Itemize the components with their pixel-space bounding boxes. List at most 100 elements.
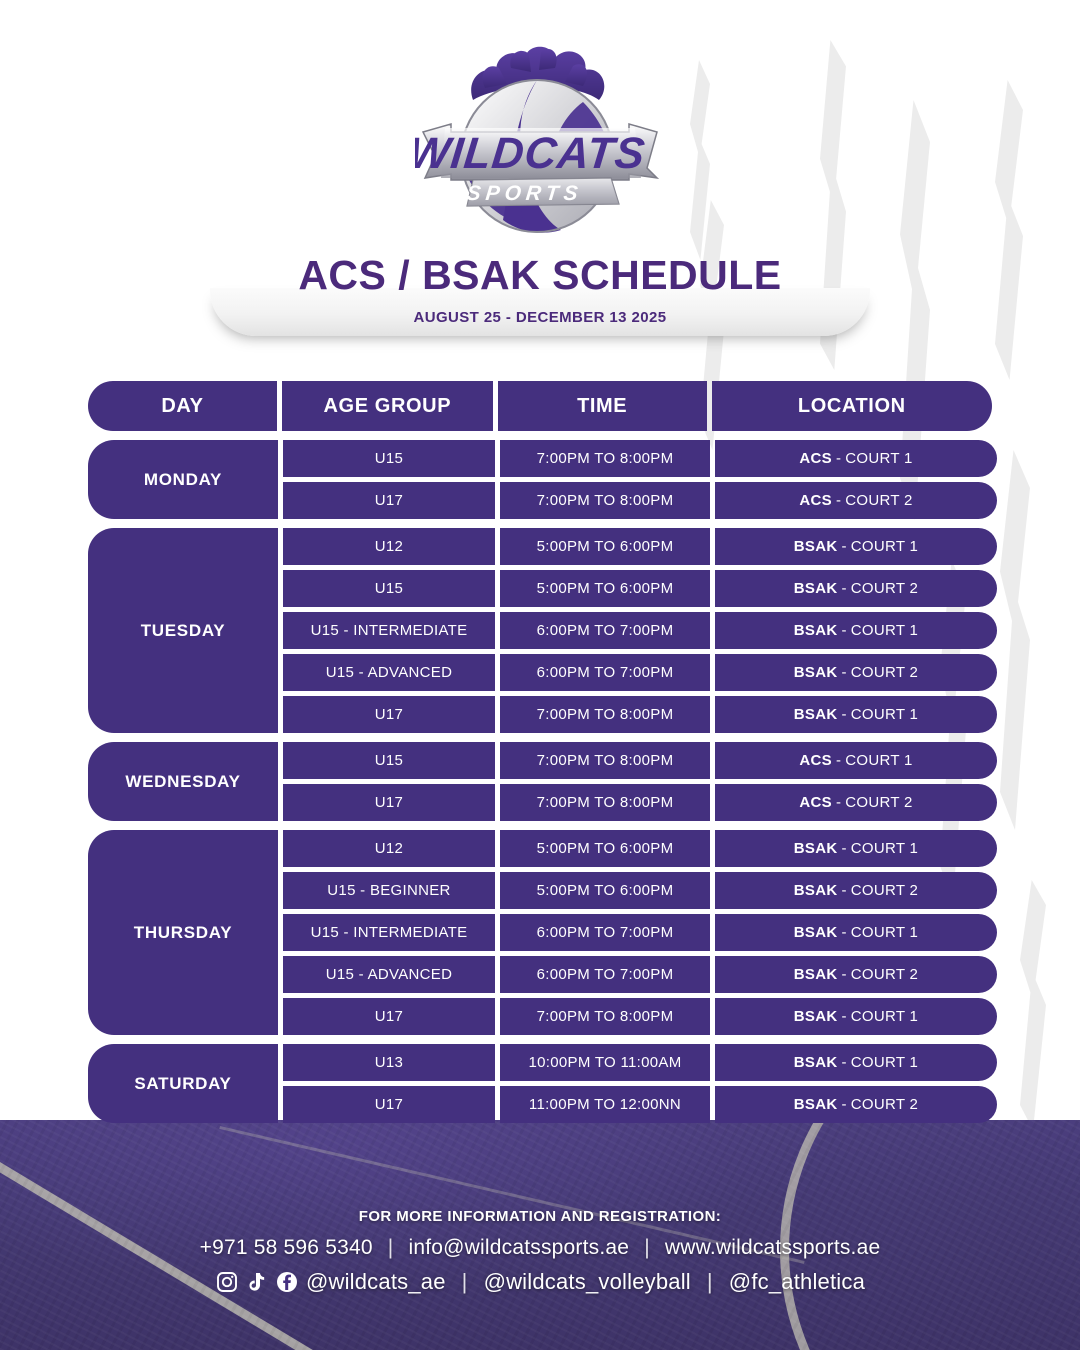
age-group-cell: U17 [283,482,495,519]
location-separator: - [841,1054,847,1071]
table-row: U15 - BEGINNER 5:00PM TO 6:00PM BSAK - COURT… [283,872,997,909]
day-group: MONDAY U15 7:00PM TO 8:00PM ACS - COURT 1 U17 7… [88,440,997,519]
time-cell: 7:00PM TO 8:00PM [500,742,710,779]
age-group-cell: U15 - BEGINNER [283,872,495,909]
venue-name: BSAK [793,1008,838,1025]
phone-number[interactable]: +971 58 596 5340 [199,1236,373,1259]
court-name: COURT 1 [850,706,919,723]
age-group-cell: U13 [283,1044,495,1081]
footer-contact-line: +971 58 596 5340 | info@wildcatssports.a… [0,1236,1080,1260]
footer: FOR MORE INFORMATION AND REGISTRATION: +… [0,1208,1080,1295]
table-row: U15 7:00PM TO 8:00PM ACS - COURT 1 [283,440,997,477]
court-name: COURT 1 [850,538,919,555]
time-cell: 6:00PM TO 7:00PM [500,612,710,649]
venue-name: BSAK [793,882,838,899]
location-separator: - [841,882,847,899]
handle-wildcats-ae[interactable]: @wildcats_ae [305,1269,446,1294]
location-cell: BSAK - COURT 2 [715,872,997,909]
footer-social-line: @wildcats_ae | @wildcats_volleyball | @f… [0,1269,1080,1295]
table-row: U17 7:00PM TO 8:00PM BSAK - COURT 1 [283,696,997,733]
age-group-cell: U15 - INTERMEDIATE [283,914,495,951]
column-header-day: DAY [88,381,277,431]
court-name: COURT 2 [850,966,919,983]
time-cell: 7:00PM TO 8:00PM [500,696,710,733]
table-row: U15 - INTERMEDIATE 6:00PM TO 7:00PM BSAK - C… [283,612,997,649]
court-name: COURT 2 [850,1096,919,1113]
separator: | [706,1269,713,1294]
location-cell: ACS - COURT 1 [715,440,997,477]
age-group-cell: U17 [283,998,495,1035]
table-row: U15 - ADVANCED 6:00PM TO 7:00PM BSAK - COURT… [283,654,997,691]
day-label: THURSDAY [88,830,278,1035]
location-separator: - [835,752,842,769]
table-row: U12 5:00PM TO 6:00PM BSAK - COURT 1 [283,528,997,565]
handle-fc-athletica[interactable]: @fc_athletica [728,1269,866,1294]
venue-name: BSAK [793,664,838,681]
table-header-row: DAY AGE GROUP TIME LOCATION [88,381,992,431]
location-cell: BSAK - COURT 2 [715,654,997,691]
age-group-cell: U15 - INTERMEDIATE [283,612,495,649]
wildcats-sports-logo: WILDCATS SPORTS [406,28,665,248]
court-name: COURT 1 [850,840,919,857]
location-cell: BSAK - COURT 1 [715,830,997,867]
venue-name: BSAK [793,924,838,941]
website-url[interactable]: www.wildcatssports.ae [664,1236,881,1259]
column-header-time: TIME [497,381,707,431]
location-cell: BSAK - COURT 1 [715,696,997,733]
handle-wildcats-volleyball[interactable]: @wildcats_volleyball [483,1269,691,1294]
venue-name: ACS [799,450,832,467]
table-row: U15 5:00PM TO 6:00PM BSAK - COURT 2 [283,570,997,607]
court-name: COURT 1 [845,752,913,769]
schedule-groups: MONDAY U15 7:00PM TO 8:00PM ACS - COURT 1 U17 7… [88,440,997,1123]
location-cell: ACS - COURT 2 [715,482,997,519]
time-cell: 10:00PM TO 11:00AM [500,1044,710,1081]
location-cell: BSAK - COURT 1 [715,998,997,1035]
age-group-cell: U15 [283,742,495,779]
age-group-cell: U15 [283,570,495,607]
court-name: COURT 1 [850,1054,919,1071]
email-address[interactable]: info@wildcatssports.ae [408,1236,630,1259]
venue-name: ACS [799,752,832,769]
venue-name: BSAK [793,538,838,555]
day-rows: U13 10:00PM TO 11:00AM BSAK - COURT 1 U17 11:0… [283,1044,997,1123]
table-row: U17 7:00PM TO 8:00PM ACS - COURT 2 [283,482,997,519]
age-group-cell: U17 [283,784,495,821]
location-separator: - [841,1008,847,1025]
time-cell: 6:00PM TO 7:00PM [500,956,710,993]
facebook-icon[interactable] [275,1270,299,1294]
day-group: TUESDAY U12 5:00PM TO 6:00PM BSAK - COURT 1 U1… [88,528,997,733]
time-cell: 5:00PM TO 6:00PM [500,830,710,867]
location-separator: - [841,840,847,857]
column-header-location: LOCATION [711,381,992,431]
age-group-cell: U17 [283,1086,495,1123]
location-separator: - [841,622,847,639]
time-cell: 5:00PM TO 6:00PM [500,570,710,607]
day-label: WEDNESDAY [88,742,278,821]
court-name: COURT 2 [850,664,919,681]
svg-text:SPORTS: SPORTS [465,182,583,205]
location-cell: BSAK - COURT 1 [715,1044,997,1081]
age-group-cell: U17 [283,696,495,733]
tiktok-icon[interactable] [246,1270,268,1294]
separator: | [387,1236,394,1259]
time-cell: 5:00PM TO 6:00PM [500,872,710,909]
location-cell: BSAK - COURT 2 [715,570,997,607]
location-cell: BSAK - COURT 1 [715,914,997,951]
venue-name: BSAK [793,840,838,857]
day-rows: U15 7:00PM TO 8:00PM ACS - COURT 1 U17 7:00PM … [283,742,997,821]
instagram-icon[interactable] [215,1270,239,1294]
table-row: U15 - INTERMEDIATE 6:00PM TO 7:00PM BSAK - C… [283,914,997,951]
court-name: COURT 1 [850,622,919,639]
location-separator: - [835,450,842,467]
column-header-age-group: AGE GROUP [281,381,493,431]
title-block: ACS / BSAK SCHEDULE AUGUST 25 - DECEMBER… [0,252,1080,326]
age-group-cell: U15 [283,440,495,477]
time-cell: 7:00PM TO 8:00PM [500,998,710,1035]
separator: | [461,1269,468,1294]
time-cell: 11:00PM TO 12:00NN [500,1086,710,1123]
venue-name: BSAK [793,706,838,723]
location-separator: - [835,492,842,509]
location-cell: ACS - COURT 1 [715,742,997,779]
day-label: SATURDAY [88,1044,278,1123]
separator: | [644,1236,650,1259]
